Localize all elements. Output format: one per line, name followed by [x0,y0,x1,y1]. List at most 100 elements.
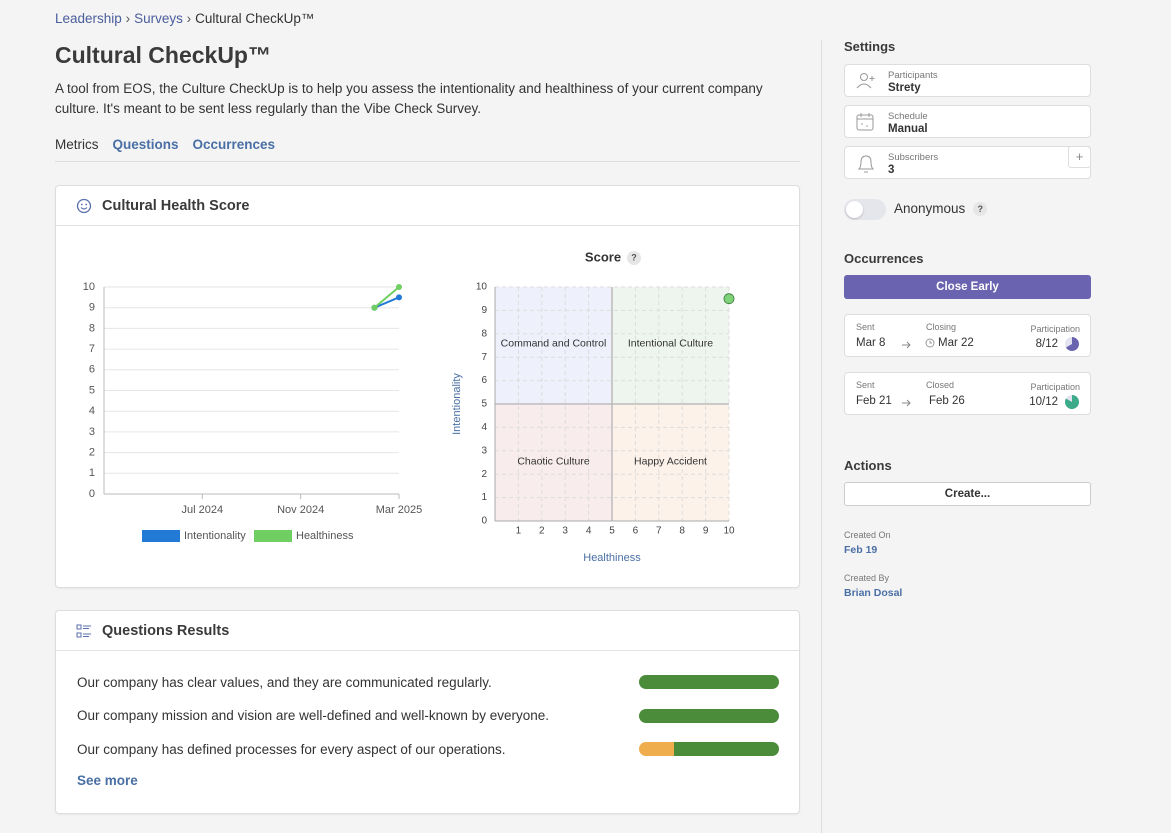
chart-title: Score [585,249,621,264]
setting-value: Strety [888,82,921,94]
result-bar [639,708,779,723]
sent-date: Feb 21 [856,395,892,407]
tab[interactable]: Occurrences [192,137,276,152]
end-date: Mar 22 [938,337,974,349]
help-icon[interactable]: ? [973,201,988,216]
toggle[interactable] [844,199,886,220]
breadcrumb-current: Cultural CheckUp™ [195,11,315,26]
y-tick-label: 6 [481,375,487,386]
y-tick-label: 9 [481,305,487,316]
card-title: Cultural Health Score [102,197,250,214]
setting-field[interactable]: Schedule Manual [844,105,1091,138]
label: Closed [926,380,955,390]
card-title: Questions Results [102,622,230,639]
create-button[interactable]: Create... [844,482,1091,506]
legend-label: Intentionality [184,530,246,542]
y-tick-label: 10 [83,281,95,293]
y-tick-label: 5 [89,384,95,396]
occurrence-card[interactable]: Sent Feb 21 Closed Feb 26 Participation 10/12 [844,372,1091,415]
result-bar [639,675,779,689]
y-tick-label: 7 [481,352,487,363]
see-more-link[interactable]: See more [77,773,138,788]
y-tick-label: 8 [481,328,487,339]
data-point [371,304,378,311]
y-tick-label: 6 [89,364,95,376]
y-tick-label: 0 [89,488,95,500]
x-tick-label: 8 [679,526,685,537]
legend-label: Healthiness [296,530,354,542]
breadcrumb-link[interactable]: Surveys [134,11,191,26]
x-tick-label: Jul 2024 [182,504,224,516]
add-button[interactable]: + [1068,146,1091,168]
tabs: Metrics Questions Occurrences [55,137,275,152]
legend-swatch [142,530,180,542]
label: Closing [926,322,957,332]
x-tick-label: 3 [562,526,568,537]
x-tick-label: 10 [723,526,735,537]
occurrence-card[interactable]: Sent Mar 8 Closing Mar 22 Participation 8/12 [844,314,1091,357]
quadrant [612,404,729,521]
section-title: Occurrences [844,251,924,266]
y-tick-label: 1 [89,467,95,479]
help-icon-bg [627,251,641,265]
x-tick-label: 1 [516,526,522,537]
label: Participation [1030,324,1080,334]
bar-segment [639,675,779,689]
x-tick-label: 4 [586,526,592,537]
y-tick-label: 4 [89,405,95,417]
close-early-button[interactable]: Close Early [844,275,1091,299]
x-tick-label: 5 [609,526,615,537]
tab[interactable]: Metrics [55,137,99,152]
section-title: Settings [844,39,896,54]
x-axis-label: Healthiness [583,552,641,564]
question-text: Our company has clear values, and they a… [77,674,492,690]
tab[interactable]: Questions [112,137,179,152]
data-point [396,294,402,301]
question-row: Our company mission and vision are well-… [77,706,779,726]
label: Participation [1030,382,1080,392]
quadrant-label: Command and Control [501,337,607,349]
health-card: Cultural Health Score 0 1 2 3 4 5 6 7 8 9 10 Jul 20… [55,185,800,588]
data-point [723,293,735,305]
person-icon [856,73,875,89]
y-tick-label: 9 [89,302,95,314]
anonymous-label: Anonymous [894,201,966,216]
quadrant-label: Intentional Culture [628,337,713,349]
quadrant-label: Chaotic Culture [517,455,590,467]
participation: 10/12 [1029,396,1058,408]
bar-segment [674,742,779,756]
legend-swatch [254,530,292,542]
quadrant [495,287,612,404]
setting-field[interactable]: Participants Strety [844,64,1091,97]
setting-value: Manual [888,123,928,135]
breadcrumb: Leadership Surveys Cultural CheckUp™ [55,11,314,26]
question-row: Our company has clear values, and they a… [77,672,779,692]
smile-icon [76,198,92,213]
participation: 8/12 [1035,338,1058,350]
x-tick-label: 9 [703,526,709,537]
clock-icon [925,338,935,348]
divider [55,161,800,162]
y-tick-label: 4 [481,422,487,433]
questions-card: Questions Results Our company has clear … [55,610,800,814]
sent-date: Mar 8 [856,337,886,349]
breadcrumb-link[interactable]: Leadership [55,11,130,26]
setting-field[interactable]: Subscribers 3 + [844,146,1091,179]
question-text: Our company has defined processes for ev… [77,741,506,757]
x-tick-label: 7 [656,526,662,537]
page-title: Cultural CheckUp™ [55,42,271,68]
pie-slice [1065,395,1079,409]
x-tick-label: Mar 2025 [376,504,422,516]
bar-segment [639,742,674,756]
y-tick-label: 3 [89,426,95,438]
meta-value: Brian Dosal [844,587,903,599]
setting-value: 3 [888,164,895,176]
participation-pie [1065,395,1079,409]
toggle-knob [846,201,863,218]
y-tick-label: 8 [89,322,95,334]
divider [821,40,822,833]
meta-label: Created On [844,530,891,540]
card-header: Cultural Health Score [56,186,799,226]
quadrant [495,404,612,521]
